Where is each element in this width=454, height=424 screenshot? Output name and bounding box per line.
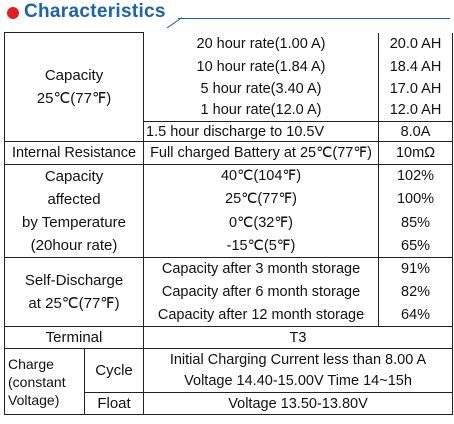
cell: 82% [378, 280, 454, 304]
label: Self-Discharge at 25℃(77℉) [3, 257, 145, 327]
cell: Voltage 13.50-13.80V [143, 392, 454, 415]
spec-table: Capacity 25℃(77℉) 20 hour rate(1.00 A) 2… [3, 32, 454, 415]
rule [178, 18, 450, 19]
cell: 12.0 AH [378, 99, 454, 122]
text: affected [47, 191, 101, 208]
label: Cycle [83, 348, 145, 393]
cell: Full charged Battery at 25℃(77℉) [143, 141, 380, 165]
text: Voltage) [8, 391, 60, 408]
label: Float [83, 392, 145, 415]
cell: 91% [378, 257, 454, 281]
text: by Temperature [22, 214, 126, 231]
cell: 65% [378, 234, 454, 259]
cell: 64% [378, 303, 454, 327]
cell: Initial Charging Current less than 8.00 … [143, 348, 454, 371]
text: Self-Discharge [24, 272, 124, 289]
text: Charge [8, 355, 54, 372]
cell: 1.5 hour discharge to 10.5V [143, 121, 380, 142]
bullet [7, 7, 19, 19]
cell: 20.0 AH [378, 32, 454, 56]
label: Capacity affected by Temperature (20hour… [3, 164, 145, 258]
cell: 20 hour rate(1.00 A) [143, 32, 380, 56]
cell: 5 hour rate(3.40 A) [143, 77, 380, 100]
label: Charge (constant Voltage) [4, 348, 85, 415]
cell: 1 hour rate(12.0 A) [143, 99, 380, 122]
cell: Capacity after 12 month storage [143, 303, 380, 327]
label: Terminal [3, 326, 145, 349]
cell: Voltage 14.40-15.00V Time 14~15h [143, 370, 454, 393]
label: Internal Resistance [3, 141, 145, 165]
text: Capacity [44, 67, 104, 84]
header: Characteristics [0, 0, 454, 29]
cell: 10 hour rate(1.84 A) [143, 55, 380, 78]
text: Capacity [44, 168, 104, 185]
label: Capacity 25℃(77℉) [3, 32, 145, 142]
cell: 100% [378, 187, 454, 211]
cell: -15℃(5℉) [143, 234, 380, 259]
cell: Capacity after 6 month storage [143, 280, 380, 304]
cell: 10mΩ [378, 141, 454, 165]
cell: 17.0 AH [378, 77, 454, 100]
title: Characteristics [24, 1, 166, 22]
cell: 18.4 AH [378, 55, 454, 78]
cell: T3 [143, 326, 454, 349]
cell: 40℃(104℉) [143, 164, 380, 188]
cell: 102% [378, 164, 454, 188]
cell: 25℃(77℉) [143, 187, 380, 211]
text: 25℃(77℉) [36, 90, 112, 107]
cell: 85% [378, 211, 454, 235]
cell: 8.0A [378, 121, 454, 142]
text: (constant [8, 373, 66, 390]
text: at 25℃(77℉) [28, 295, 120, 312]
cell: Capacity after 3 month storage [143, 257, 380, 281]
text: (20hour rate) [30, 237, 118, 254]
cell: 0℃(32℉) [143, 211, 380, 235]
